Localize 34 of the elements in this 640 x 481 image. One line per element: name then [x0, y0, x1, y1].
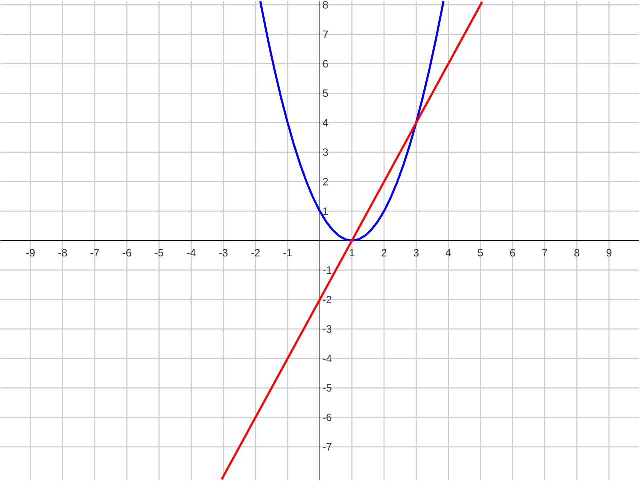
- y-tick-label: -3: [323, 326, 332, 334]
- x-tick-label: 1: [350, 249, 355, 257]
- y-tick-label: -1: [323, 266, 332, 274]
- x-tick-label: 2: [382, 249, 387, 257]
- y-tick-label: 5: [323, 90, 328, 98]
- y-tick-label: 3: [323, 148, 328, 156]
- x-tick-label: 5: [478, 249, 484, 257]
- y-tick-label: 8: [323, 1, 328, 9]
- y-tick-label: 4: [322, 119, 328, 127]
- x-tick-label: 9: [606, 249, 612, 257]
- y-tick-label: 1: [324, 208, 328, 216]
- x-tick-label: -3: [219, 249, 228, 257]
- x-tick-label: 6: [510, 249, 516, 257]
- x-tick-label: -5: [155, 249, 164, 257]
- line-series: [259, 1, 445, 242]
- x-tick-label: -8: [58, 249, 68, 257]
- y-tick-label: -4: [323, 355, 332, 362]
- y-tick-label: 7: [323, 30, 328, 38]
- x-tick-label: -4: [187, 249, 196, 257]
- y-tick-label: -7: [323, 443, 332, 451]
- y-tick-label: 6: [323, 60, 328, 68]
- x-tick-label: -7: [90, 249, 100, 257]
- y-tick-label: -5: [323, 384, 332, 392]
- x-tick-label: -1: [284, 249, 292, 257]
- y-tick-label: -6: [323, 414, 332, 422]
- x-tick-label: 4: [446, 249, 452, 257]
- x-tick-label: -9: [26, 249, 35, 257]
- x-tick-label: 8: [574, 249, 580, 257]
- x-tick-label: 7: [542, 249, 548, 257]
- y-tick-label: 2: [323, 178, 328, 186]
- x-tick-label: 3: [414, 249, 419, 257]
- x-tick-label: -6: [122, 249, 132, 257]
- x-tick-label: -2: [251, 249, 260, 257]
- y-tick-label: -2: [323, 296, 332, 304]
